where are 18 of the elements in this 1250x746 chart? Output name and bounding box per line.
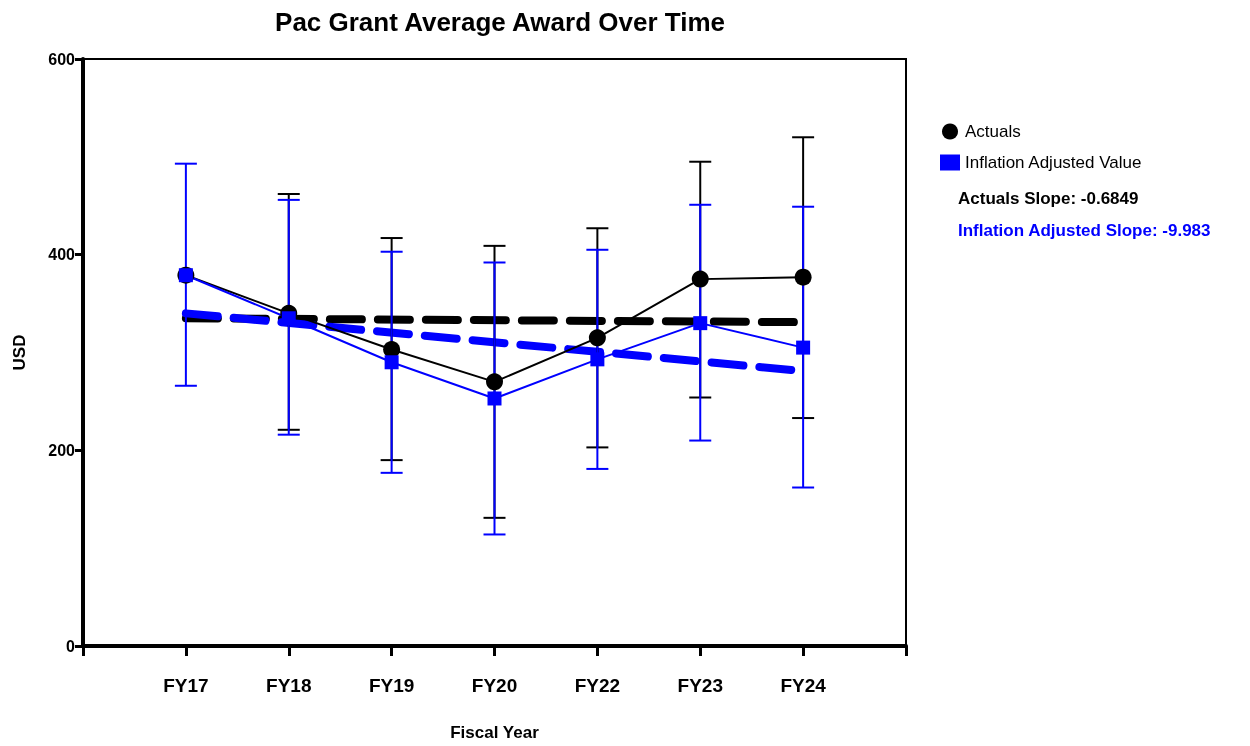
y-tick-label: 400 [48, 246, 76, 264]
x-tick-label: FY23 [677, 675, 723, 696]
x-tick-label: FY17 [163, 675, 209, 696]
chart-title: Pac Grant Average Award Over Time [275, 7, 725, 37]
text: Inflation Adjusted Slope: -9.983 [958, 221, 1211, 240]
x-tick-label: FY24 [780, 675, 827, 696]
y-tick-label: 200 [48, 441, 76, 459]
x-tick-label: FY19 [368, 675, 415, 696]
x-tick-label: FY18 [266, 675, 312, 696]
y-tick-label: 600 [48, 50, 76, 68]
text: Actuals Slope: -0.6849 [958, 189, 1139, 208]
legend-label: Actuals [965, 122, 1021, 141]
legend-label: Inflation Adjusted Value [965, 153, 1142, 172]
x-tick-label: FY20 [471, 675, 518, 696]
y-tick-label: 0 [66, 637, 76, 655]
x-tick-label: FY22 [574, 675, 621, 696]
x-axis-title: Fiscal Year [450, 723, 540, 742]
y-axis-title: USD [10, 334, 29, 371]
